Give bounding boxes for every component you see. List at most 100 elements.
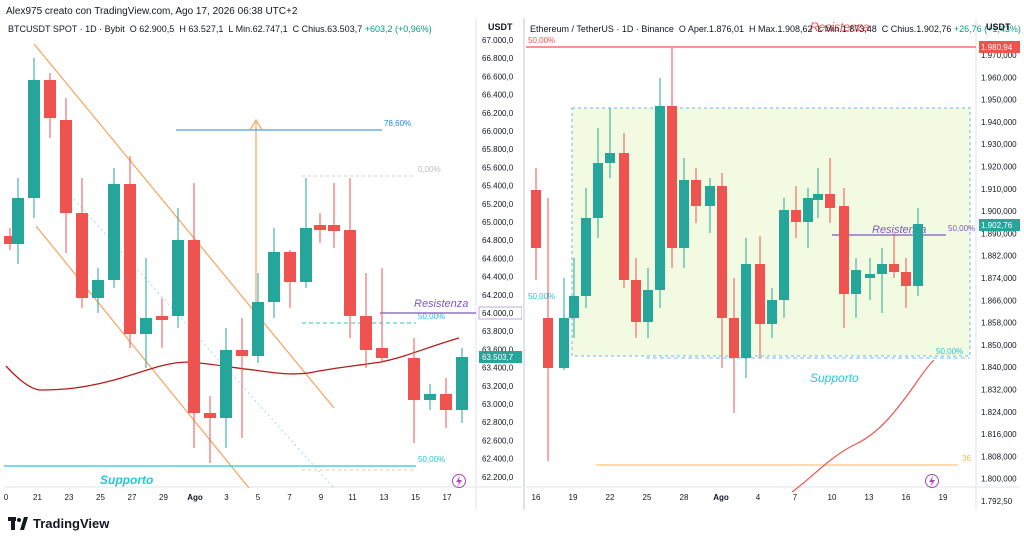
candle-body[interactable]	[791, 210, 801, 222]
candle-body[interactable]	[851, 270, 861, 294]
candle-body[interactable]	[543, 318, 553, 368]
target-arrow-head	[249, 118, 263, 131]
candle-body[interactable]	[60, 120, 72, 213]
candle-body[interactable]	[755, 264, 765, 324]
candle-body[interactable]	[581, 218, 591, 296]
eth-price-axis[interactable]: 1.970,000 1.960,000 1.950,000 1.940,000 1.93…	[981, 51, 1017, 506]
candle-body[interactable]	[360, 316, 372, 350]
candle-body[interactable]	[691, 180, 701, 206]
btc-chart-canvas[interactable]: 78,60% 0,00% 50,00% 50,00% Supporto Resi…	[4, 18, 522, 510]
btc-candles[interactable]	[4, 58, 468, 463]
candle-body[interactable]	[28, 80, 40, 198]
time-tick-label: 25	[96, 493, 105, 502]
candle-body[interactable]	[92, 280, 104, 298]
price-tick-label: 1.840,000	[981, 363, 1017, 372]
price-tick-label: 62.800,0	[482, 418, 514, 427]
lightning-icon[interactable]	[452, 474, 466, 488]
candle-body[interactable]	[156, 316, 168, 320]
last-price-tag	[479, 351, 522, 363]
candle-body[interactable]	[631, 280, 641, 322]
eth-chart-canvas[interactable]: 50,00% Resistenza Resistenza 50,00% 50,0…	[526, 18, 1020, 510]
btc-chart-panel[interactable]: 78,60% 0,00% 50,00% 50,00% Supporto Resi…	[4, 18, 522, 510]
candle-body[interactable]	[889, 264, 899, 272]
candle-body[interactable]	[4, 236, 16, 244]
resistance-price-tag	[478, 306, 522, 320]
eth-open: Aper.1.876,01	[687, 24, 744, 34]
candle-body[interactable]	[328, 225, 340, 231]
candle-body[interactable]	[531, 190, 541, 248]
candle-body[interactable]	[901, 272, 911, 286]
candle-body[interactable]	[667, 106, 677, 248]
candle-body[interactable]	[803, 198, 813, 222]
panel-separator[interactable]	[523, 18, 525, 510]
moving-average-line[interactable]	[5, 337, 460, 391]
candle-body[interactable]	[813, 194, 823, 200]
channel-upper-line[interactable]	[33, 43, 335, 409]
candle-body[interactable]	[655, 106, 665, 290]
candle-body[interactable]	[344, 230, 356, 316]
candle-body[interactable]	[252, 302, 264, 356]
eth-time-axis[interactable]: 16 19 22 25 28 Ago 4 7 10 13 16 19	[532, 493, 948, 502]
btc-price-axis[interactable]: 67.000,0 66.800,0 66.600,0 66.400,0 66.200,0…	[482, 36, 514, 482]
candle-body[interactable]	[717, 186, 727, 318]
price-tick-label: 1.866,000	[981, 296, 1017, 305]
candle-body[interactable]	[913, 224, 923, 286]
candle-body[interactable]	[140, 318, 152, 334]
candle-body[interactable]	[236, 350, 248, 356]
eth-chart-panel[interactable]: 50,00% Resistenza Resistenza 50,00% 50,0…	[526, 18, 1021, 510]
candle-body[interactable]	[268, 252, 280, 302]
time-tick-label: 19	[939, 493, 948, 502]
candle-body[interactable]	[220, 350, 232, 418]
rising-ma-line[interactable]	[791, 359, 935, 493]
candle-body[interactable]	[172, 240, 184, 316]
btc-symbol[interactable]: BTCUSDT SPOT · 1D · Bybit	[8, 24, 125, 34]
price-tick-label: 1.960,000	[981, 73, 1017, 82]
eth-symbol[interactable]: Ethereum / TetherUS · 1D · Binance	[530, 24, 674, 34]
btc-low: Min.62.747,1	[235, 24, 288, 34]
candle-body[interactable]	[44, 80, 56, 118]
candle-body[interactable]	[314, 225, 326, 230]
eth-candles[interactable]	[531, 48, 923, 461]
candle-body[interactable]	[839, 206, 849, 294]
candle-body[interactable]	[619, 153, 629, 280]
candle-body[interactable]	[705, 186, 715, 206]
candle-body[interactable]	[877, 264, 887, 274]
candle-body[interactable]	[643, 290, 653, 322]
price-tick-label: 1.792,50	[981, 497, 1013, 506]
candle-body[interactable]	[408, 358, 420, 400]
candle-body[interactable]	[108, 184, 120, 280]
price-tick-label: 66.400,0	[482, 91, 514, 100]
candle-body[interactable]	[376, 348, 388, 358]
candle-body[interactable]	[729, 318, 739, 358]
candle-body[interactable]	[456, 357, 468, 410]
candle-body[interactable]	[679, 180, 689, 248]
price-tick-label: 62.400,0	[482, 455, 514, 464]
candle-body[interactable]	[300, 228, 312, 282]
candle-body[interactable]	[204, 413, 216, 418]
candle-body[interactable]	[424, 394, 436, 400]
price-tick-label: 1.900,000	[981, 207, 1017, 216]
candle-body[interactable]	[779, 210, 789, 300]
price-tick-label: 1.832,000	[981, 386, 1017, 395]
tradingview-logo[interactable]: TradingView	[8, 516, 109, 531]
channel-lower-line[interactable]	[35, 225, 250, 489]
candle-body[interactable]	[605, 153, 615, 163]
candle-body[interactable]	[440, 394, 452, 410]
candle-body[interactable]	[741, 264, 751, 358]
candle-body[interactable]	[12, 198, 24, 244]
candle-body[interactable]	[569, 296, 579, 318]
candle-body[interactable]	[284, 252, 296, 282]
fib-50-right-label: 50,00%	[948, 224, 975, 233]
support-fib-label: 50,00%	[418, 455, 445, 464]
candle-body[interactable]	[825, 194, 835, 208]
candle-body[interactable]	[559, 318, 569, 368]
lightning-icon[interactable]	[925, 474, 939, 488]
candle-body[interactable]	[124, 184, 136, 334]
candle-body[interactable]	[865, 274, 875, 278]
btc-open-label: O	[129, 24, 137, 34]
candle-body[interactable]	[593, 163, 603, 218]
candle-body[interactable]	[767, 300, 777, 324]
btc-time-axis[interactable]: 0 21 23 25 27 29 Ago 3 5 7 9 11 13 15 17	[4, 493, 452, 502]
candle-body[interactable]	[188, 240, 200, 413]
candle-body[interactable]	[76, 213, 88, 298]
